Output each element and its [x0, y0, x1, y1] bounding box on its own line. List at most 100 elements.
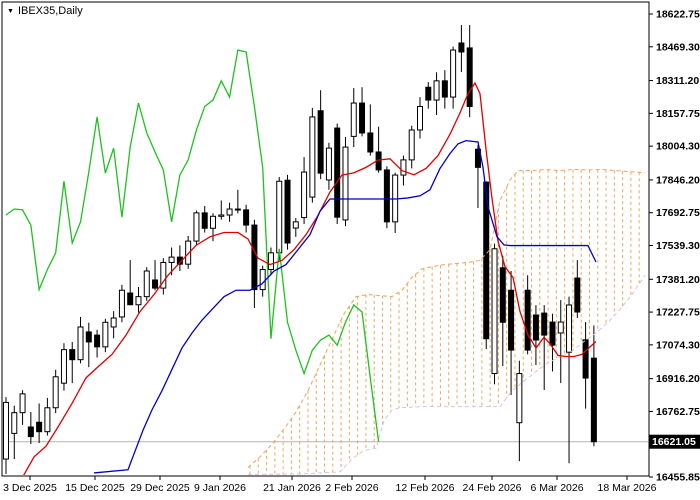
bear-candle-body: [201, 212, 208, 229]
bear-candle-body: [127, 292, 134, 306]
candles-layer: [3, 25, 597, 474]
bear-candle-body: [524, 289, 531, 351]
bull-candle-body: [450, 49, 457, 98]
bear-candle-body: [499, 267, 506, 323]
bull-candle-body: [433, 80, 440, 101]
price-tick-label: 17539.30: [656, 240, 700, 252]
bull-candle-body: [350, 102, 357, 137]
bear-candle-body: [574, 277, 581, 313]
bear-candle-body: [94, 334, 101, 348]
bear-candle-body: [234, 208, 241, 211]
time-tick-label: 12 Feb 2026: [396, 482, 455, 494]
bear-candle-body: [383, 169, 390, 223]
bull-candle-body: [185, 240, 192, 265]
plot-border: [1, 1, 650, 477]
time-tick-label: 9 Jan 2026: [194, 482, 246, 494]
bear-candle-body: [483, 181, 490, 340]
bear-candle-body: [441, 80, 448, 98]
bull-candle-body: [408, 129, 415, 161]
bull-candle-body: [566, 304, 573, 353]
bull-candle-body: [226, 208, 233, 216]
bull-candle-body: [19, 393, 26, 414]
bull-candle-body: [417, 105, 423, 131]
senkou-span-a-line: [247, 169, 646, 468]
price-tick-label: 18157.75: [656, 108, 700, 120]
time-tick-label: 21 Jan 2026: [263, 482, 321, 494]
kijun-sen-line: [93, 139, 597, 474]
bear-candle-body: [590, 357, 597, 443]
price-tick-label: 17381.20: [656, 274, 700, 286]
bear-candle-body: [474, 148, 481, 168]
bear-candle-body: [251, 224, 258, 291]
price-tick-label: 18004.30: [656, 141, 700, 153]
bull-candle-body: [292, 221, 299, 229]
time-tick-label: 18 Mar 2026: [598, 482, 657, 494]
bear-candle-body: [27, 426, 34, 438]
bull-candle-body: [301, 171, 308, 219]
price-tick-label: 17074.30: [656, 339, 700, 351]
bull-candle-body: [118, 289, 125, 318]
bear-candle-body: [425, 86, 432, 101]
bull-candle-body: [325, 147, 332, 181]
bear-candle-body: [85, 331, 92, 343]
bear-candle-body: [284, 179, 291, 244]
bull-candle-body: [193, 212, 200, 242]
price-tick-label: 17692.75: [656, 207, 700, 219]
bull-candle-body: [110, 317, 117, 328]
bull-candle-body: [491, 248, 498, 375]
chikou-span-line: [5, 49, 380, 442]
bull-candle-body: [259, 269, 266, 291]
price-tick-label: 16455.85: [656, 472, 700, 484]
price-tick-label: 18469.30: [656, 41, 700, 53]
bear-candle-body: [152, 279, 159, 289]
bear-candle-body: [466, 47, 473, 107]
time-tick-label: 6 Mar 2026: [530, 482, 583, 494]
bear-candle-body: [317, 110, 324, 174]
bear-candle-body: [549, 321, 556, 346]
bear-candle-body: [582, 339, 589, 379]
current-price-value: 16621.05: [652, 436, 696, 448]
time-tick-label: 29 Dec 2025: [130, 482, 190, 494]
bear-candle-body: [367, 132, 374, 153]
bull-candle-body: [267, 252, 274, 271]
bull-candle-body: [168, 256, 175, 263]
bear-candle-body: [508, 289, 515, 351]
bull-candle-body: [342, 146, 349, 221]
bull-candle-body: [218, 214, 225, 217]
bull-candle-body: [52, 376, 59, 409]
bear-candle-body: [359, 102, 366, 134]
bull-candle-body: [60, 349, 67, 384]
bear-candle-body: [36, 421, 43, 433]
price-tick-label: 16916.20: [656, 373, 700, 385]
bull-candle-body: [11, 412, 18, 434]
price-tick-label: 18622.75: [656, 9, 700, 21]
symbol-selector[interactable]: ▼ IBEX35,Daily: [7, 5, 83, 17]
price-tick-label: 17846.20: [656, 174, 700, 186]
bull-candle-body: [210, 215, 216, 229]
bull-candle-body: [400, 159, 407, 176]
symbol-label: IBEX35,Daily: [17, 5, 83, 17]
senkou-span-b-line: [247, 274, 646, 475]
bull-candle-body: [309, 116, 316, 198]
time-tick-label: 2 Feb 2026: [325, 482, 378, 494]
bear-candle-body: [243, 209, 250, 226]
dropdown-arrow-icon: ▼: [7, 7, 14, 15]
time-tick-label: 15 Dec 2025: [65, 482, 125, 494]
bear-candle-body: [532, 314, 539, 341]
bull-candle-body: [44, 407, 51, 433]
bull-candle-body: [160, 261, 167, 289]
bear-candle-body: [541, 312, 548, 336]
time-axis[interactable]: 3 Dec 2025 15 Dec 2025 29 Dec 2025 9 Jan 20…: [3, 476, 657, 494]
bull-candle-body: [276, 180, 283, 254]
bull-candle-body: [3, 401, 9, 460]
bull-candle-body: [516, 373, 523, 424]
bull-candle-body: [135, 296, 142, 306]
ichimoku-cloud: [247, 169, 646, 475]
bear-candle-body: [69, 349, 76, 361]
bull-candle-body: [77, 326, 84, 361]
bull-candle-body: [102, 321, 109, 348]
bear-candle-body: [334, 127, 341, 218]
price-axis[interactable]: 18622.75 18469.30 18311.20 18157.75 18004.30…: [649, 9, 700, 484]
